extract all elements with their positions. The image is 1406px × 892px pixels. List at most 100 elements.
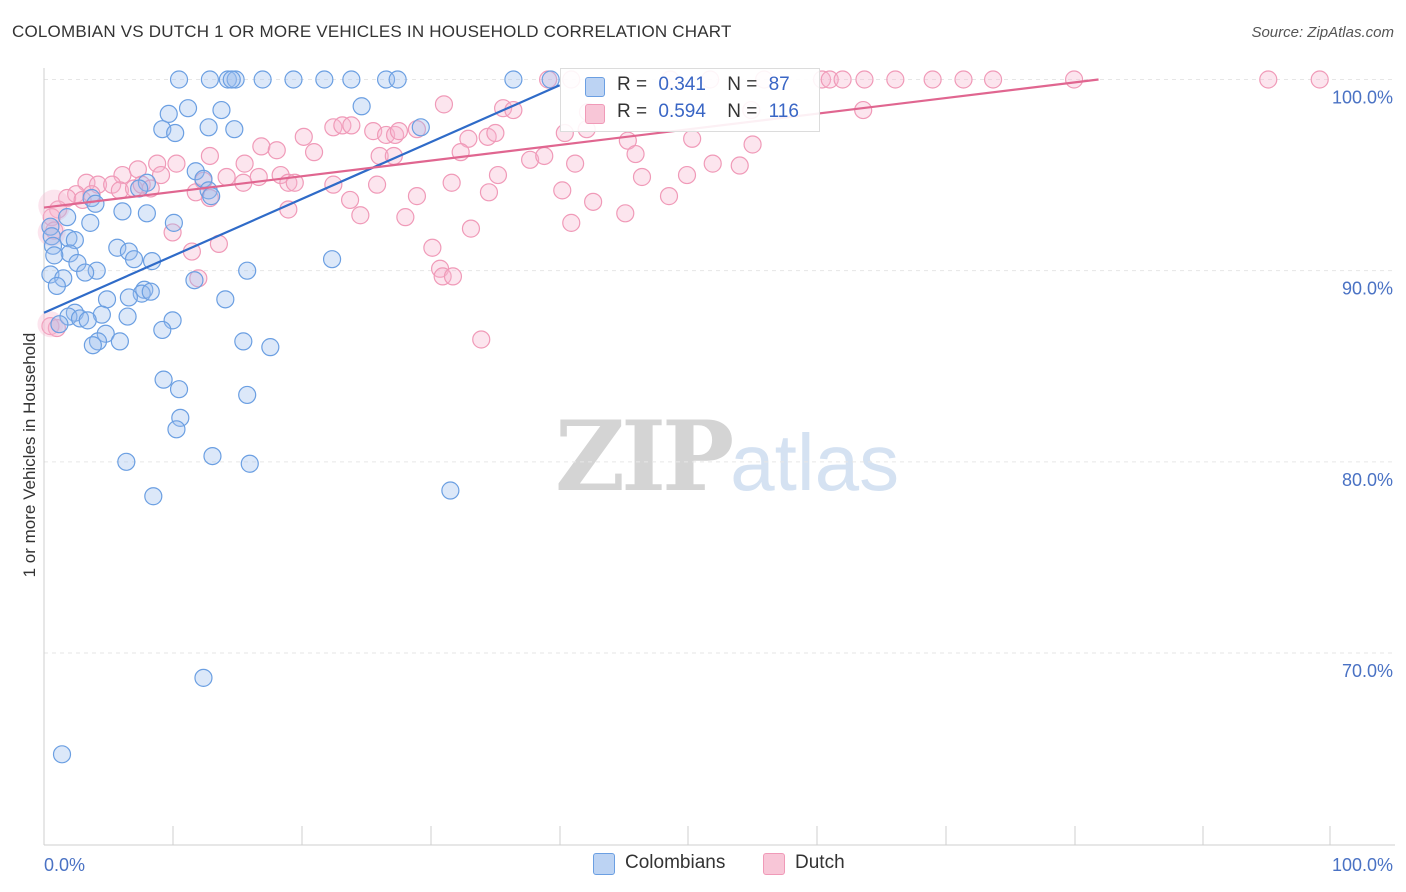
colombian-point [218,70,237,89]
dutch-point [279,200,298,219]
colombian-point [113,202,132,221]
dutch-legend-swatch [763,853,785,875]
y-tick-label-90: 90.0% [1342,279,1393,299]
dutch-point [855,70,874,89]
dutch-point [434,95,454,114]
colombians-legend-swatch [593,853,615,875]
n-label: N = [727,74,758,95]
r-label: R = [617,74,648,95]
watermark-zip: ZIP [555,400,734,513]
bottom-legend-colombians: Colombians [593,852,753,876]
colombian-point [253,70,272,89]
colombian-point [352,97,371,116]
x-tick-label-max: 100.0% [1332,855,1393,875]
n-label: N = [727,101,758,122]
colombian-point [504,70,523,89]
dutch-point [351,206,370,225]
source-label: Source: ZipAtlas.com [1251,24,1394,41]
dutch-point [433,267,452,286]
dutch-point [389,122,409,141]
axes [43,68,1395,846]
colombian-point [60,244,79,263]
dutch-point [521,150,540,169]
dutch-trend-line [43,78,1099,209]
colombians-legend-label: Colombians [625,852,726,873]
dutch-point [820,70,839,89]
chart-title: COLOMBIAN VS DUTCH 1 OR MORE VEHICLES IN… [12,22,732,41]
dutch-point [553,181,572,200]
dutch-point [443,267,463,286]
dutch-point [488,165,508,185]
colombian-point [87,261,106,280]
colombian-point [238,385,257,405]
dutch-point [562,213,581,232]
dutch-point [367,175,387,194]
colombians-n-value: 87 [768,74,790,95]
colombian-point [166,123,185,143]
dutch-point [217,167,236,187]
dutch-point [167,154,186,173]
colombian-point [185,271,204,290]
trend-lines [43,78,1099,314]
dutch-point [41,317,60,336]
dutch-point [148,154,167,173]
dutch-point [486,123,505,143]
colombian-point [238,261,257,280]
dutch-point [833,70,852,89]
colombian-point [186,162,205,181]
dutch-legend-label: Dutch [795,852,845,873]
colombian-point [216,290,235,309]
dutch-point [1310,70,1329,89]
dutch-point [407,187,427,206]
dutch-point [677,165,697,185]
colombians-swatch [585,77,605,97]
colombian-point [234,332,253,351]
colombian-point [86,194,105,213]
dutch-point [584,192,603,211]
dutch-point [1259,70,1278,89]
dutch-r-value: 0.594 [658,101,706,122]
colombian-point [212,100,231,120]
dutch-point [683,129,702,148]
dutch-point [954,70,973,89]
colombian-trend-line [43,84,561,314]
colombian-point [222,70,241,89]
colombian-point [226,70,245,89]
colombian-point [81,213,100,232]
dutch-point [42,208,61,227]
dutch-point [566,154,585,173]
colombian-point [50,315,69,334]
correlation-legend: R = 0.341 N = 87 R = 0.594 N = 116 [560,68,820,132]
colombian-point [118,307,137,326]
colombian-point [45,246,64,265]
colombian-point [225,120,244,139]
dutch-point [461,219,481,238]
bottom-legend-dutch: Dutch [763,852,873,876]
colombian-point [203,446,222,466]
dutch-point [304,143,324,162]
colombian-point [388,70,407,89]
dutch-point [324,118,343,137]
colombian-point [315,70,334,89]
colombian-point [47,276,66,296]
tick-labels: 70.0% 80.0% 90.0% 100.0% 0.0% 100.0% [44,88,1393,876]
dutch-point [886,70,905,89]
colombian-point [541,70,560,89]
colombians-r-value: 0.341 [658,74,706,95]
colombian-point [411,118,430,137]
r-label: R = [617,101,648,122]
colombian-point [141,282,160,301]
colombian-point [171,408,190,427]
colombian-point [124,250,144,269]
colombian-point [154,370,173,389]
watermark-atlas: atlas [730,418,900,507]
dutch-point [632,167,652,187]
dutch-point [730,156,749,175]
dutch-point [423,238,442,257]
colombian-point [164,213,183,232]
dutch-point [479,183,499,202]
dutch-point [340,190,360,210]
colombian-point [342,70,361,89]
colombian-point [202,187,221,206]
